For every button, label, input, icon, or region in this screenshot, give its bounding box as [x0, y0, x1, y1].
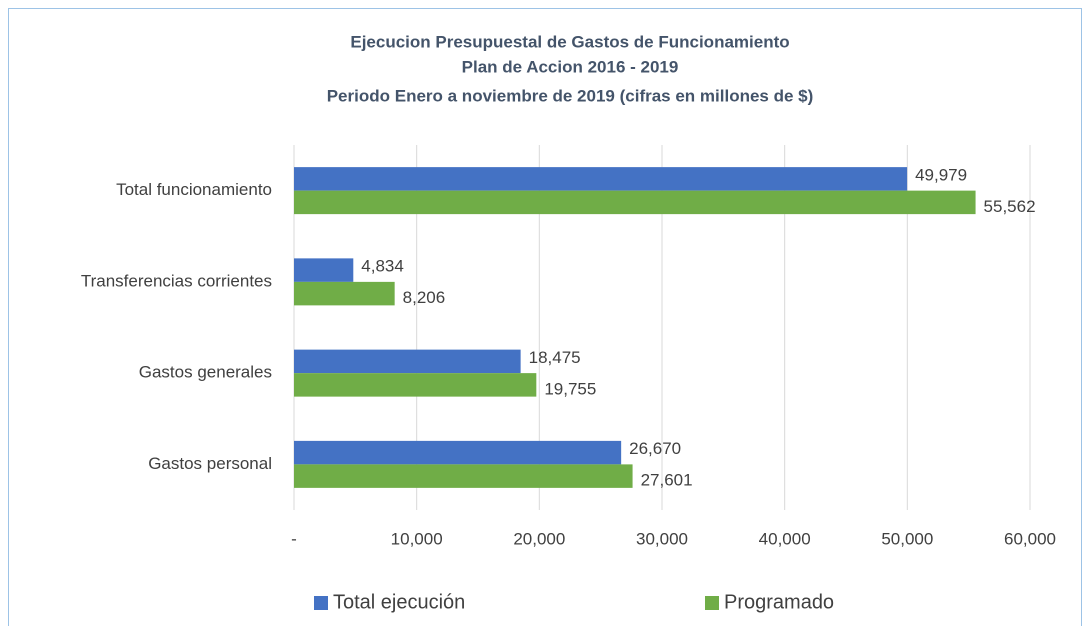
value-label: 49,979 [915, 165, 967, 184]
y-tick-label: Total funcionamiento [116, 180, 272, 199]
bar [294, 440, 622, 465]
chart-frame [8, 8, 1082, 626]
legend-swatch [705, 596, 719, 610]
chart-subtitle: Periodo Enero a noviembre de 2019 (cifra… [327, 86, 814, 105]
chart-subtitle: Plan de Accion 2016 - 2019 [462, 57, 679, 76]
x-tick-label: 20,000 [513, 529, 565, 548]
bar [294, 167, 908, 191]
value-label: 55,562 [984, 197, 1036, 216]
bar [294, 190, 976, 215]
x-tick-label: 60,000 [1004, 529, 1056, 548]
bar [294, 373, 537, 397]
legend-label: Total ejecución [333, 591, 465, 613]
x-tick-label: 10,000 [391, 529, 443, 548]
legend-swatch [314, 596, 328, 610]
x-tick-label: 40,000 [759, 529, 811, 548]
x-tick-label: 50,000 [881, 529, 933, 548]
value-label: 19,755 [544, 379, 596, 398]
bar [294, 464, 633, 488]
value-label: 8,206 [403, 288, 446, 307]
x-tick-label: - [291, 529, 297, 548]
bar [294, 258, 354, 282]
x-tick-label: 30,000 [636, 529, 688, 548]
y-tick-label: Transferencias corrientes [81, 271, 272, 290]
y-tick-label: Gastos generales [139, 363, 272, 382]
value-label: 26,670 [629, 439, 681, 458]
bar [294, 281, 395, 306]
value-label: 27,601 [641, 471, 693, 490]
value-label: 18,475 [529, 348, 581, 367]
value-label: 4,834 [361, 257, 404, 276]
y-tick-label: Gastos personal [148, 454, 272, 473]
bar [294, 349, 521, 374]
legend-label: Programado [724, 591, 834, 613]
chart-title: Ejecucion Presupuestal de Gastos de Func… [350, 32, 789, 51]
